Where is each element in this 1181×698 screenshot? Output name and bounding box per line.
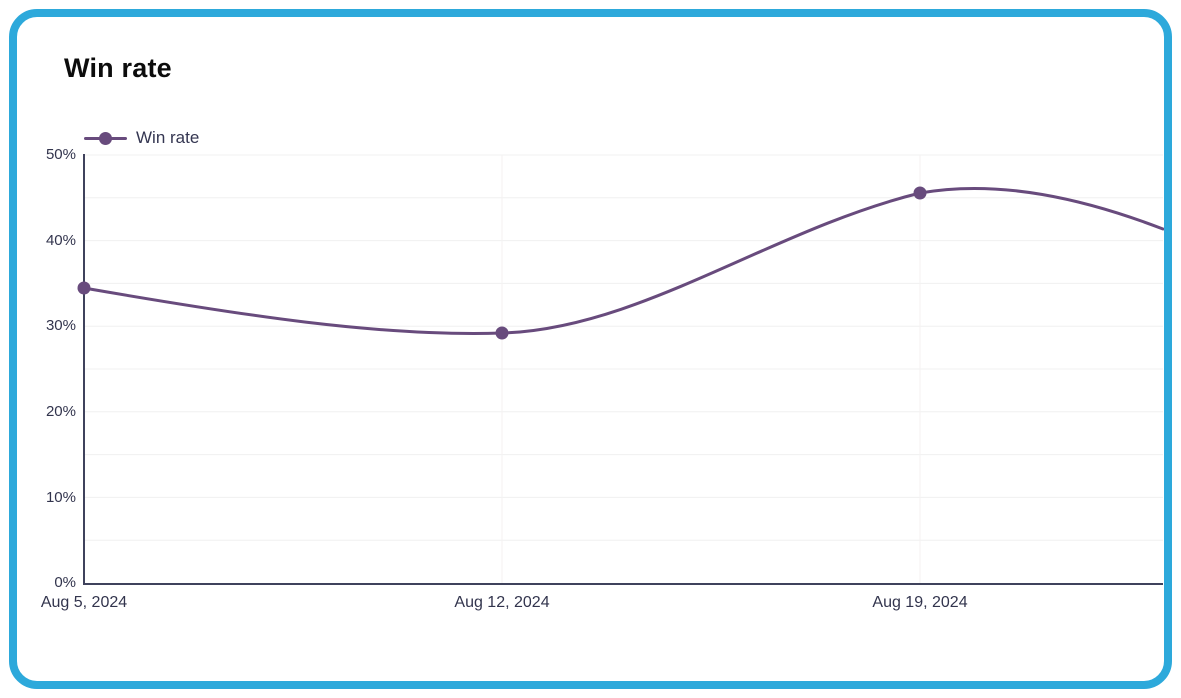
y-tick-label-50: 50% xyxy=(45,146,76,163)
y-tick-label-0: 0% xyxy=(54,574,76,591)
y-tick-label-20: 20% xyxy=(45,403,76,420)
y-tick-label-40: 40% xyxy=(45,231,76,249)
data-point-aug-19[interactable] xyxy=(913,186,927,200)
x-tick-label-aug-12: Aug 12, 2024 xyxy=(454,594,550,611)
data-point-aug-12[interactable] xyxy=(495,326,509,340)
vertical-gridlines xyxy=(501,155,921,583)
y-tick-label-10: 10% xyxy=(45,488,76,506)
y-tick-label-30: 30% xyxy=(45,317,76,334)
x-tick-label-aug-19: Aug 19, 2024 xyxy=(872,594,968,611)
win-rate-line[interactable] xyxy=(82,187,1165,335)
data-point-aug-5[interactable] xyxy=(77,281,91,295)
chart-title: Win rate xyxy=(64,53,172,83)
legend-item-win-rate[interactable]: Win rate xyxy=(84,127,199,149)
legend-line-dot-icon xyxy=(84,127,127,149)
x-tick-label-aug-5: Aug 5, 2024 xyxy=(40,594,128,611)
horizontal-gridlines xyxy=(84,154,1163,541)
legend-label: Win rate xyxy=(136,128,200,147)
